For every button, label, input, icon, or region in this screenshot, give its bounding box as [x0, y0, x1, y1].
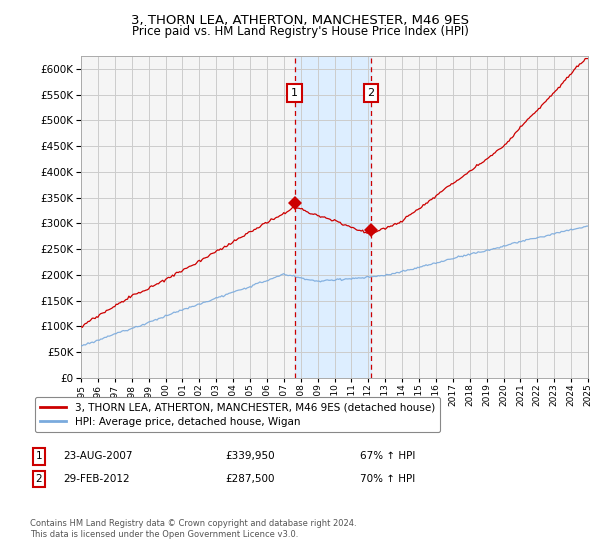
Text: 2: 2 — [35, 474, 43, 484]
Bar — [295, 56, 371, 378]
Text: £339,950: £339,950 — [225, 451, 275, 461]
Text: 70% ↑ HPI: 70% ↑ HPI — [360, 474, 415, 484]
Text: 23-AUG-2007: 23-AUG-2007 — [63, 451, 133, 461]
Legend: 3, THORN LEA, ATHERTON, MANCHESTER, M46 9ES (detached house), HPI: Average price: 3, THORN LEA, ATHERTON, MANCHESTER, M46 … — [35, 397, 440, 432]
Text: 29-FEB-2012: 29-FEB-2012 — [63, 474, 130, 484]
Text: £287,500: £287,500 — [225, 474, 275, 484]
Text: 1: 1 — [291, 88, 298, 98]
Text: 2: 2 — [367, 88, 374, 98]
Text: 3, THORN LEA, ATHERTON, MANCHESTER, M46 9ES: 3, THORN LEA, ATHERTON, MANCHESTER, M46 … — [131, 14, 469, 27]
Text: 67% ↑ HPI: 67% ↑ HPI — [360, 451, 415, 461]
Text: Contains HM Land Registry data © Crown copyright and database right 2024.
This d: Contains HM Land Registry data © Crown c… — [30, 520, 356, 539]
Text: Price paid vs. HM Land Registry's House Price Index (HPI): Price paid vs. HM Land Registry's House … — [131, 25, 469, 38]
Text: 1: 1 — [35, 451, 43, 461]
